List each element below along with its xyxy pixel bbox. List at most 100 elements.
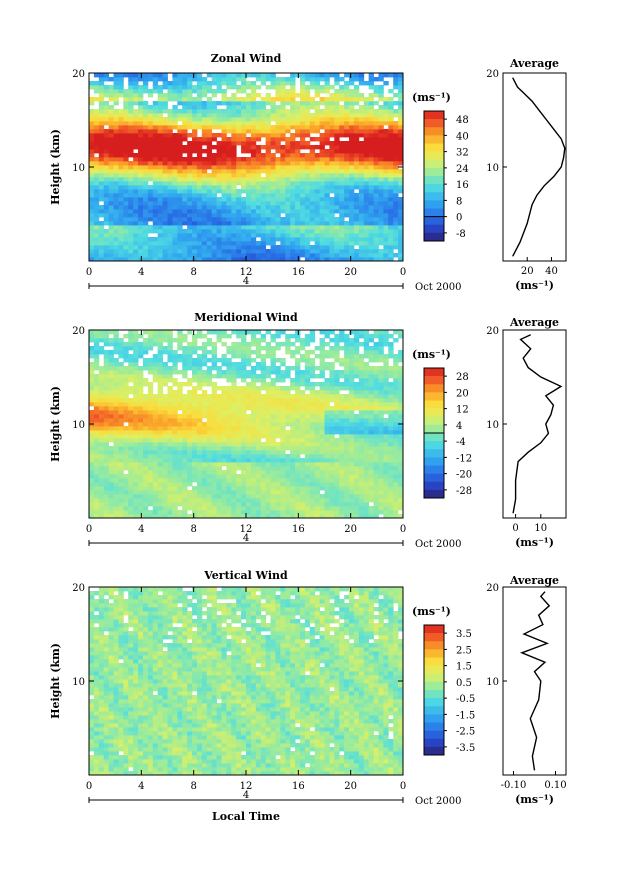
profile-x-tick-label: 20 [521, 266, 534, 277]
profile-line [512, 334, 563, 514]
colorbar-tick-label: 4 [456, 421, 462, 432]
x-tick-label: 8 [190, 267, 196, 278]
profile-x-tick-label: -0.10 [501, 780, 527, 791]
x-tick-label: 20 [344, 524, 357, 535]
colorbar-band [424, 143, 444, 152]
colorbar-band [424, 384, 444, 393]
x-tick-label: 16 [292, 267, 305, 278]
average-profile: Average 20 40 10 20 (ms⁻¹) [486, 57, 567, 292]
y-axis-label: Height (km) [49, 129, 62, 205]
colorbar-frame [423, 624, 445, 756]
profile-y-tick-label: 20 [486, 69, 499, 80]
colorbar-band [424, 706, 444, 715]
colorbar-band [424, 714, 444, 723]
profile-x-tick-label: 40 [545, 266, 558, 277]
colorbar-band [424, 649, 444, 658]
colorbar-band [424, 665, 444, 675]
colorbar-tick-label: 24 [456, 164, 469, 175]
profile-line [512, 77, 566, 257]
colorbar-band [424, 738, 444, 748]
profile-x-tick-label: 10 [534, 523, 547, 534]
colorbar-tick-label: 0.5 [456, 678, 472, 689]
profile-line [519, 591, 551, 771]
colorbar-band [424, 473, 444, 483]
panel-3: Vertical Wind 0 4 8 12 16 20 0 10 20 Height (km) 4 O… [49, 569, 567, 823]
profile-frame [502, 329, 567, 519]
colorbar-tick-label: -0.5 [456, 694, 475, 705]
colorbar-band [424, 690, 444, 699]
profile-y-tick-label: 10 [486, 677, 499, 688]
heatmap-cells [89, 587, 404, 776]
colorbar-band [424, 151, 444, 161]
x-tick-label: 0 [86, 524, 92, 535]
colorbar-band [424, 224, 444, 234]
colorbar-tick-label: 2.5 [456, 645, 472, 656]
panel-title: Zonal Wind [211, 52, 282, 65]
average-profile: Average -0.10 0.10 10 20 (ms⁻¹) [486, 574, 566, 806]
date-label: Oct 2000 [415, 282, 461, 293]
heatmap-cells [89, 330, 404, 519]
date-label: Oct 2000 [415, 539, 461, 550]
colorbar-band [424, 159, 444, 169]
x-tick-label: 20 [344, 781, 357, 792]
x-tick-label: 12 [240, 267, 253, 278]
y-tick-label: 10 [72, 677, 85, 688]
x-tick-label: 16 [292, 524, 305, 535]
profile-x-label: (ms⁻¹) [515, 793, 554, 806]
profile-y-tick-label: 20 [486, 326, 499, 337]
colorbar-band [424, 633, 444, 642]
colorbar-band [424, 641, 444, 650]
colorbar-tick-label: 0 [456, 213, 462, 224]
date-marker: 4 [243, 790, 249, 801]
colorbar-band [424, 176, 444, 185]
colorbar-tick-label: -20 [456, 470, 472, 481]
colorbar-tick-label: 28 [456, 372, 469, 383]
x-tick-label: 4 [138, 524, 144, 535]
colorbar-band [424, 200, 444, 209]
colorbar-tick-label: -12 [456, 453, 472, 464]
colorbar-band [424, 208, 444, 217]
x-tick-label: 12 [240, 781, 253, 792]
profile-y-tick-label: 10 [486, 420, 499, 431]
y-axis-label: Height (km) [49, 386, 62, 462]
x-tick-label: 8 [190, 524, 196, 535]
colorbar-tick-label: 20 [456, 388, 469, 399]
profile-y-tick-label: 10 [486, 163, 499, 174]
colorbar-tick-label: -1.5 [456, 710, 475, 721]
colorbar-band [424, 673, 444, 683]
y-tick-label: 20 [72, 326, 85, 337]
profile-frame [502, 72, 567, 262]
colorbar-band [424, 722, 444, 731]
colorbar-tick-label: 48 [456, 115, 469, 126]
y-tick-label: 20 [72, 583, 85, 594]
colorbar-band [424, 167, 444, 177]
colorbar-band [424, 392, 444, 401]
colorbar: 48 40 32 24 16 8 0 -8 (ms⁻¹) [412, 91, 469, 242]
colorbar-band [424, 433, 444, 442]
colorbar-band [424, 135, 444, 144]
colorbar-tick-label: 1.5 [456, 662, 472, 673]
colorbar-band [424, 127, 444, 136]
colorbar-band [424, 625, 444, 634]
colorbar-band [424, 457, 444, 466]
date-marker: 4 [243, 533, 249, 544]
y-tick-label: 10 [72, 420, 85, 431]
colorbar-tick-label: -2.5 [456, 727, 475, 738]
y-tick-label: 10 [72, 163, 85, 174]
profile-title: Average [509, 316, 559, 329]
colorbar-tick-label: -4 [456, 437, 466, 448]
colorbar-tick-label: 12 [456, 405, 469, 416]
colorbar: 28 20 12 4 -4 -12 -20 -28 (ms⁻¹) [412, 348, 472, 499]
colorbar-band [424, 111, 444, 120]
colorbar-band [424, 657, 444, 666]
colorbar-frame [423, 110, 445, 242]
colorbar-tick-label: 40 [456, 131, 469, 142]
x-tick-label: 4 [138, 781, 144, 792]
colorbar-band [424, 192, 444, 201]
colorbar-band [424, 376, 444, 385]
profile-x-label: (ms⁻¹) [515, 536, 554, 549]
profile-title: Average [509, 574, 559, 587]
colorbar-tick-label: -3.5 [456, 743, 475, 754]
